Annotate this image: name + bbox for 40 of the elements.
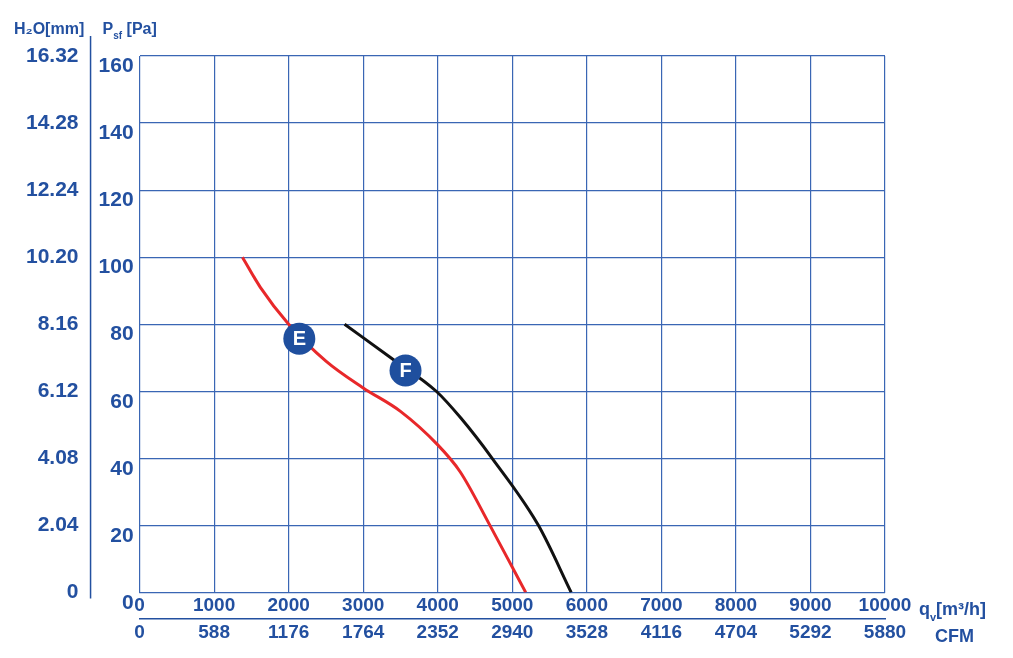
y2-tick-label: 12.24 [25, 176, 79, 200]
y-tick-label: 160 [98, 53, 134, 77]
y2-tick-label: 16.32 [25, 42, 79, 66]
series-label: E [292, 327, 306, 350]
y2-tick-label: 8.16 [37, 311, 79, 334]
x-tick-label: 3000 [342, 594, 385, 616]
x-tick-label: 4000 [416, 594, 459, 616]
x2-tick-label: 1176 [268, 620, 310, 642]
x-tick-label: 7000 [640, 594, 683, 616]
x2-tick-label: 4704 [714, 620, 758, 642]
x-tick-label: 5000 [491, 594, 534, 616]
x2-axis-title: CFM [935, 626, 974, 646]
y-tick-label: 60 [110, 388, 134, 412]
x2-tick-label: 5292 [789, 620, 832, 642]
y-tick-label: 120 [98, 187, 134, 211]
x2-tick-label: 5880 [863, 620, 907, 642]
y-tick-label: 20 [110, 522, 134, 546]
y2-tick-label: 10.20 [25, 243, 79, 267]
x2-tick-label: 1764 [342, 620, 385, 642]
x2-tick-label: 2940 [491, 620, 534, 642]
x2-tick-label: 588 [198, 620, 230, 642]
x-tick-label: 6000 [565, 594, 608, 616]
y2-tick-label: 2.04 [37, 512, 79, 536]
x-tick-label: 2000 [267, 594, 310, 616]
x2-tick-label: 2352 [416, 620, 459, 642]
y-tick-label: 80 [110, 321, 134, 345]
x2-tick-label: 4116 [640, 620, 682, 642]
y2-axis-title: H₂O[mm] [14, 20, 85, 37]
y2-tick-label: 14.28 [25, 109, 79, 133]
y-tick-label: 100 [98, 254, 134, 278]
x-tick-label: 1000 [192, 594, 236, 616]
x-tick-label: 10000 [858, 594, 912, 616]
x2-tick-label: 3528 [565, 620, 608, 642]
x-tick-label: 9000 [789, 594, 832, 616]
y2-tick-label: 4.08 [37, 445, 79, 469]
y-tick-label: 140 [98, 120, 134, 144]
x-tick-label: 8000 [714, 594, 758, 616]
y-tick-label: 40 [110, 455, 134, 479]
series-label: F [399, 359, 412, 381]
y2-tick-label: 6.12 [37, 378, 79, 402]
